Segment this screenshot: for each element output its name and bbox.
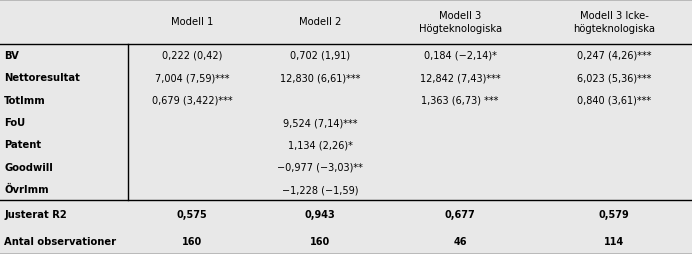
Text: 0,679 (3,422)***: 0,679 (3,422)*** (152, 95, 233, 105)
Text: 0,677: 0,677 (445, 209, 475, 219)
Text: BV: BV (4, 51, 19, 61)
Text: 0,702 (1,91): 0,702 (1,91) (290, 51, 350, 61)
Text: 0,222 (0,42): 0,222 (0,42) (162, 51, 222, 61)
Text: Modell 3
Högteknologiska: Modell 3 Högteknologiska (419, 11, 502, 33)
Text: Nettoresultat: Nettoresultat (4, 73, 80, 83)
Text: ÖvrImm: ÖvrImm (4, 184, 48, 195)
Text: Patent: Patent (4, 140, 42, 150)
Text: −1,228 (−1,59): −1,228 (−1,59) (282, 184, 358, 195)
Text: Modell 2: Modell 2 (299, 17, 341, 27)
Text: 7,004 (7,59)***: 7,004 (7,59)*** (155, 73, 229, 83)
Text: 12,830 (6,61)***: 12,830 (6,61)*** (280, 73, 361, 83)
Text: TotImm: TotImm (4, 95, 46, 105)
Text: Modell 1: Modell 1 (171, 17, 213, 27)
Text: Antal observationer: Antal observationer (4, 236, 116, 246)
Text: 0,247 (4,26)***: 0,247 (4,26)*** (577, 51, 651, 61)
Text: 0,575: 0,575 (176, 209, 208, 219)
Text: 0,184 (−2,14)*: 0,184 (−2,14)* (424, 51, 497, 61)
Text: −0,977 (−3,03)**: −0,977 (−3,03)** (277, 162, 363, 172)
Text: 114: 114 (604, 236, 624, 246)
Text: 1,134 (2,26)*: 1,134 (2,26)* (288, 140, 352, 150)
Text: 0,840 (3,61)***: 0,840 (3,61)*** (577, 95, 651, 105)
Text: 0,943: 0,943 (304, 209, 336, 219)
Text: 0,579: 0,579 (599, 209, 630, 219)
Text: 160: 160 (310, 236, 330, 246)
Text: 160: 160 (182, 236, 202, 246)
Text: Justerat R2: Justerat R2 (4, 209, 67, 219)
Text: Goodwill: Goodwill (4, 162, 53, 172)
Text: 46: 46 (453, 236, 467, 246)
Text: 9,524 (7,14)***: 9,524 (7,14)*** (283, 118, 357, 128)
Text: FoU: FoU (4, 118, 26, 128)
Text: 1,363 (6,73) ***: 1,363 (6,73) *** (421, 95, 499, 105)
Text: Modell 3 Icke-
högteknologiska: Modell 3 Icke- högteknologiska (573, 11, 655, 33)
Text: 6,023 (5,36)***: 6,023 (5,36)*** (577, 73, 651, 83)
Text: 12,842 (7,43)***: 12,842 (7,43)*** (420, 73, 500, 83)
